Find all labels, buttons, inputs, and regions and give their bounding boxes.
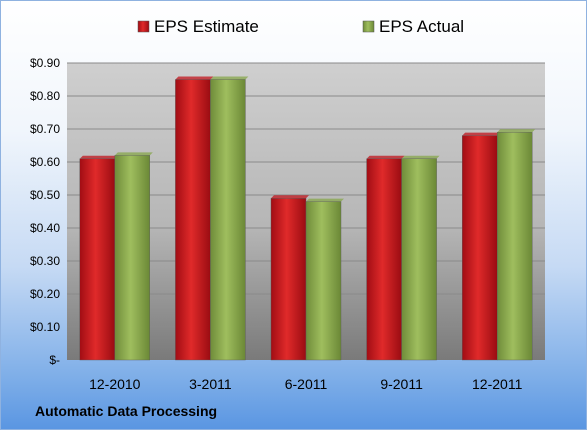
y-tick-label: $- bbox=[49, 353, 60, 367]
bar-top bbox=[497, 129, 536, 133]
bar-eps-estimate bbox=[79, 158, 116, 361]
bars bbox=[79, 76, 536, 361]
chart-caption: Automatic Data Processing bbox=[35, 403, 218, 419]
bar-top bbox=[401, 155, 440, 159]
y-tick-label: $0.70 bbox=[30, 122, 60, 136]
y-tick-label: $0.80 bbox=[30, 89, 60, 103]
bar-eps-actual bbox=[210, 79, 246, 361]
bar-eps-estimate bbox=[366, 158, 402, 361]
x-tick-label: 12-2010 bbox=[89, 376, 141, 392]
y-tick-label: $0.60 bbox=[30, 155, 60, 169]
bar-top bbox=[210, 76, 249, 80]
bar-top bbox=[306, 198, 344, 202]
bar-eps-actual bbox=[401, 158, 437, 361]
y-axis: $- $0.10 $0.20 $0.30 $0.40 $0.50 $0.60 $0.70 $0.… bbox=[30, 56, 60, 367]
x-tick-label: 12-2011 bbox=[472, 376, 523, 392]
y-tick-label: $0.90 bbox=[30, 56, 60, 70]
bar-top bbox=[175, 76, 214, 80]
y-tick-label: $0.30 bbox=[30, 254, 60, 268]
y-tick-label: $0.10 bbox=[30, 320, 60, 334]
bar-top bbox=[366, 155, 405, 159]
x-tick-label: 6-2011 bbox=[285, 376, 328, 392]
bar-top bbox=[271, 195, 309, 199]
x-axis: 12-2010 3-2011 6-2011 9-2011 12-2011 bbox=[89, 376, 522, 392]
bar-eps-actual bbox=[497, 132, 533, 361]
bar-eps-estimate bbox=[270, 198, 307, 361]
bar-top bbox=[462, 132, 501, 136]
y-tick-label: $0.40 bbox=[30, 221, 60, 235]
legend-label: EPS Actual bbox=[379, 17, 464, 36]
bar-eps-actual bbox=[305, 201, 342, 361]
legend-label: EPS Estimate bbox=[154, 17, 259, 36]
bar-eps-actual bbox=[114, 155, 151, 361]
x-tick-label: 3-2011 bbox=[189, 376, 232, 392]
bar-eps-estimate bbox=[462, 135, 498, 361]
legend-swatch bbox=[137, 20, 150, 33]
chart-legend: EPS Estimate EPS Actual bbox=[137, 17, 464, 36]
bar-top bbox=[114, 152, 153, 156]
x-tick-label: 9-2011 bbox=[380, 376, 423, 392]
legend-swatch bbox=[362, 20, 375, 33]
bar-top bbox=[79, 155, 118, 159]
y-tick-label: $0.20 bbox=[30, 287, 60, 301]
y-tick-label: $0.50 bbox=[30, 188, 60, 202]
bar-eps-estimate bbox=[175, 79, 211, 361]
